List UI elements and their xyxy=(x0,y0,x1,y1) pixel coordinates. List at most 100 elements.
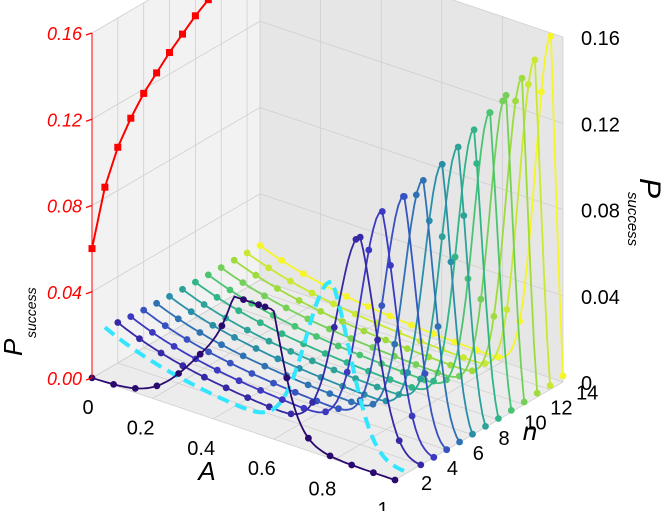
grid-left-p xyxy=(91,20,261,120)
series-marker-n15 xyxy=(278,257,285,264)
series-marker-n13 xyxy=(518,74,526,82)
series-marker-n13 xyxy=(274,285,281,292)
series-marker-n15 xyxy=(451,338,459,346)
series-marker-n6 xyxy=(248,370,256,377)
series-marker-n6 xyxy=(443,446,451,454)
series-marker-n7 xyxy=(153,299,161,307)
series-marker-n13 xyxy=(339,318,346,325)
series-marker-n2 xyxy=(110,381,117,388)
grid-left-p xyxy=(91,279,261,379)
series-marker-n5 xyxy=(430,453,438,461)
series-marker-n7 xyxy=(419,177,427,184)
series-marker-n7 xyxy=(369,400,377,408)
series-marker-n5 xyxy=(408,412,416,420)
grid-back-p xyxy=(259,279,564,383)
x-axis-label: A xyxy=(196,456,215,486)
series-marker-n4 xyxy=(244,394,252,401)
series-marker-n13 xyxy=(252,271,260,279)
series-marker-n10 xyxy=(451,253,459,261)
series-marker-n10 xyxy=(408,384,416,391)
series-marker-n2 xyxy=(391,476,399,484)
series-marker-n6 xyxy=(378,302,386,309)
series-marker-n15 xyxy=(299,270,307,277)
series-marker-n13 xyxy=(512,97,519,105)
series-marker-n10 xyxy=(386,376,394,383)
grid-floor-n xyxy=(246,287,551,390)
series-marker-n10 xyxy=(430,377,437,385)
series-marker-n5 xyxy=(170,343,178,350)
max-curve-marker xyxy=(127,114,135,122)
series-marker-n9 xyxy=(200,301,208,308)
series-marker-n6 xyxy=(291,388,299,396)
series-marker-n2 xyxy=(261,303,269,311)
max-curve-marker xyxy=(191,12,199,20)
series-marker-n4 xyxy=(179,362,187,370)
x-tick-label: 0 xyxy=(82,397,93,419)
red-axis-label-sub: success xyxy=(23,287,39,338)
series-marker-n9 xyxy=(287,348,295,355)
series-marker-n6 xyxy=(205,348,213,356)
series-marker-n2 xyxy=(153,382,161,390)
series-marker-n2 xyxy=(218,322,226,330)
series-marker-n4 xyxy=(157,349,165,357)
grid-lines xyxy=(91,0,564,481)
series-marker-n10 xyxy=(495,415,502,422)
series-marker-n10 xyxy=(256,319,264,327)
y-tick-label: 8 xyxy=(499,428,510,450)
series-marker-n11 xyxy=(334,342,342,350)
series-marker-n7 xyxy=(174,315,182,323)
z-tick-label: 0 xyxy=(581,373,592,395)
max-curve-marker xyxy=(166,49,173,56)
series-marker-n12 xyxy=(261,292,268,300)
series-marker-n10 xyxy=(213,293,221,301)
series-marker-n2 xyxy=(196,350,204,358)
series-marker-n6 xyxy=(421,370,429,377)
grid-floor-n xyxy=(221,302,525,405)
series-marker-n14 xyxy=(460,354,467,361)
grid-back-p xyxy=(451,0,564,38)
series-marker-n14 xyxy=(287,277,294,285)
series-marker-n8 xyxy=(447,258,455,266)
series-marker-n2 xyxy=(131,385,139,392)
series-marker-n5 xyxy=(278,396,286,403)
x-tick-label: 0.2 xyxy=(127,417,155,439)
y-tick-label: 10 xyxy=(524,413,546,435)
series-marker-n11 xyxy=(204,271,212,279)
series-line-n3 xyxy=(103,280,409,475)
z-axis-label-sub: success xyxy=(624,192,641,247)
max-curve-marker xyxy=(114,143,122,151)
series-marker-n2 xyxy=(326,452,334,460)
z-tick-label: 0.04 xyxy=(581,287,620,309)
series-marker-n4 xyxy=(222,384,230,392)
grid-left-p xyxy=(91,107,261,206)
series-marker-n7 xyxy=(239,352,247,360)
series-marker-n11 xyxy=(356,351,364,359)
red-axis-tick-label: 0.00 xyxy=(47,369,82,389)
series-marker-n4 xyxy=(374,336,381,344)
series-marker-n4 xyxy=(330,323,338,331)
series-marker-n4 xyxy=(136,335,143,343)
series-marker-n6 xyxy=(226,359,234,367)
series-marker-n6 xyxy=(140,306,148,314)
series-marker-n4 xyxy=(395,437,403,444)
series-marker-n9 xyxy=(417,375,424,383)
series-marker-n15 xyxy=(386,312,394,320)
series-marker-n7 xyxy=(218,341,225,349)
series-marker-n2 xyxy=(255,301,262,309)
y-axis-label: n xyxy=(523,416,537,446)
series-marker-n7 xyxy=(196,329,204,336)
series-marker-n5 xyxy=(257,387,264,394)
x-tick-label: 0.4 xyxy=(187,438,215,460)
x-tick-label: 0.6 xyxy=(248,458,276,480)
red-axis-tick-mark xyxy=(85,32,93,36)
series-marker-n10 xyxy=(470,126,478,134)
z-tick-label: 0.16 xyxy=(581,28,620,50)
series-marker-n10 xyxy=(235,307,243,315)
y-tick-label: 6 xyxy=(473,443,484,465)
series-marker-n14 xyxy=(330,300,337,308)
series-marker-n14 xyxy=(351,310,359,318)
series-marker-n9 xyxy=(438,233,446,241)
series-marker-n13 xyxy=(468,367,476,375)
series-marker-n11 xyxy=(291,322,299,330)
series-marker-n13 xyxy=(490,313,498,320)
